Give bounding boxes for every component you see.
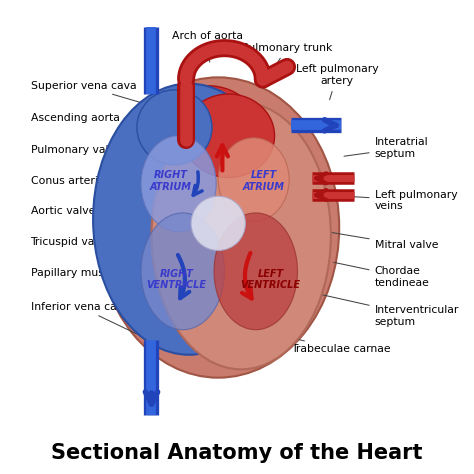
Text: Pulmonary trunk: Pulmonary trunk bbox=[242, 43, 332, 64]
Text: Pulmonary valve: Pulmonary valve bbox=[30, 145, 164, 159]
Text: Aortic valve: Aortic valve bbox=[30, 206, 174, 216]
Text: RIGHT
VENTRICLE: RIGHT VENTRICLE bbox=[146, 269, 207, 291]
Ellipse shape bbox=[183, 94, 274, 177]
Text: Inferior vena cava: Inferior vena cava bbox=[30, 302, 138, 335]
Ellipse shape bbox=[141, 136, 216, 232]
Text: LEFT
ATRIUM: LEFT ATRIUM bbox=[243, 170, 285, 191]
Ellipse shape bbox=[152, 102, 331, 369]
Text: Superior vena cava: Superior vena cava bbox=[30, 81, 145, 104]
Text: Interventricular
septum: Interventricular septum bbox=[300, 290, 459, 327]
Text: Ascending aorta: Ascending aorta bbox=[30, 113, 164, 123]
Text: Mitral valve: Mitral valve bbox=[329, 232, 438, 250]
Ellipse shape bbox=[191, 196, 246, 250]
Text: RIGHT
ATRIUM: RIGHT ATRIUM bbox=[149, 170, 191, 191]
Text: Trabeculae carnae: Trabeculae carnae bbox=[271, 333, 391, 355]
Text: Sectional Anatomy of the Heart: Sectional Anatomy of the Heart bbox=[51, 443, 423, 463]
Ellipse shape bbox=[93, 83, 285, 355]
Text: LEFT
VENTRICLE: LEFT VENTRICLE bbox=[240, 269, 301, 291]
Ellipse shape bbox=[141, 213, 225, 330]
Text: Chordae
tendineae: Chordae tendineae bbox=[334, 262, 429, 288]
Ellipse shape bbox=[137, 90, 212, 165]
Text: Interatrial
septum: Interatrial septum bbox=[344, 137, 428, 159]
Text: Left pulmonary
artery: Left pulmonary artery bbox=[296, 64, 378, 100]
Text: Arch of aorta: Arch of aorta bbox=[173, 31, 243, 62]
Ellipse shape bbox=[218, 138, 289, 221]
Text: Conus arteriosis: Conus arteriosis bbox=[30, 176, 149, 186]
Ellipse shape bbox=[214, 213, 298, 330]
Text: Left pulmonary
veins: Left pulmonary veins bbox=[348, 190, 457, 211]
Text: Papillary muscle: Papillary muscle bbox=[30, 268, 155, 280]
Text: Tricuspid valve: Tricuspid valve bbox=[30, 237, 164, 246]
Ellipse shape bbox=[154, 86, 262, 186]
Ellipse shape bbox=[97, 77, 339, 378]
